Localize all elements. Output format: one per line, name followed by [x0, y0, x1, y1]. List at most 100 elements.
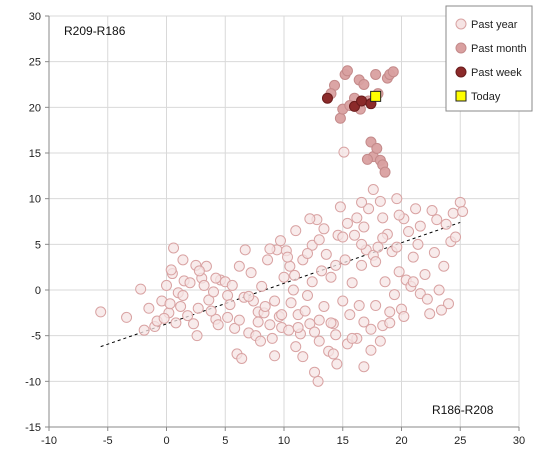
point-past-year: [370, 256, 382, 268]
point-past-month: [361, 153, 373, 165]
point-past-month: [334, 112, 346, 124]
x-tick-label: 20: [395, 435, 407, 447]
point-past-year: [410, 203, 422, 215]
point-past-year: [188, 318, 200, 330]
point-past-year: [426, 205, 438, 217]
point-past-year: [327, 348, 339, 360]
point-past-year: [222, 311, 234, 323]
point-past-year: [358, 316, 370, 328]
point-past-year: [337, 231, 349, 243]
point-past-year: [262, 254, 274, 266]
point-past-year: [143, 302, 155, 314]
legend-label-past-week: Past week: [471, 67, 522, 79]
point-past-year: [377, 232, 389, 244]
x-tick-label: 0: [163, 435, 169, 447]
point-past-year: [255, 335, 266, 347]
point-past-year: [365, 344, 377, 356]
point-past-year: [292, 321, 304, 333]
point-past-year: [205, 305, 217, 317]
point-past-year: [312, 375, 324, 387]
point-past-year: [168, 242, 180, 254]
legend: Past year Past month Past week Today: [445, 5, 533, 112]
point-past-year: [407, 276, 419, 288]
point-past-year: [233, 260, 245, 272]
point-past-year: [438, 260, 450, 272]
point-past-year: [393, 209, 405, 221]
point-past-year: [370, 300, 382, 312]
point-past-month: [341, 65, 353, 77]
point-past-month: [358, 79, 370, 90]
y-tick-label: -15: [25, 422, 41, 434]
point-past-year: [208, 286, 219, 298]
point-past-year: [320, 248, 332, 260]
point-past-year: [302, 247, 313, 259]
y-tick-labels: -15 -10 -5 0 5 10 15 20 25 30: [25, 11, 49, 434]
legend-marker-past-week: [455, 66, 467, 78]
point-past-month: [371, 142, 383, 154]
point-past-year: [365, 323, 377, 335]
point-past-year: [239, 244, 251, 256]
point-past-year: [252, 316, 264, 328]
y-tick-label: -5: [31, 331, 41, 343]
point-past-year: [285, 297, 297, 309]
point-past-year: [287, 284, 299, 296]
point-past-year: [358, 361, 370, 373]
y-tick-label: 10: [29, 194, 41, 206]
point-past-year: [212, 319, 224, 331]
point-past-year: [384, 317, 396, 329]
point-past-year: [435, 304, 447, 316]
corner-label-top-left: R209-R186: [64, 24, 126, 38]
point-past-year: [443, 298, 454, 310]
y-tick-label: 30: [29, 11, 41, 23]
point-past-year: [302, 289, 313, 301]
point-past-year: [391, 241, 403, 253]
point-past-year: [203, 294, 215, 306]
point-past-year: [121, 311, 133, 323]
point-past-year: [165, 264, 177, 276]
point-past-year: [346, 277, 358, 289]
point-past-year: [339, 254, 351, 266]
point-past-year: [161, 279, 172, 291]
x-tick-label: -10: [41, 435, 57, 447]
point-past-year: [403, 226, 415, 238]
point-past-year: [316, 265, 328, 277]
point-past-year: [182, 310, 194, 322]
x-tick-label: 30: [513, 435, 525, 447]
point-past-year: [177, 254, 189, 266]
legend-label-today: Today: [471, 91, 501, 103]
point-past-year: [191, 330, 203, 342]
point-past-year: [95, 306, 107, 318]
point-past-year: [245, 267, 257, 279]
point-past-year: [309, 366, 321, 378]
point-past-year: [337, 295, 349, 307]
point-past-year: [377, 212, 389, 224]
x-tick-label: 10: [278, 435, 290, 447]
point-past-year: [325, 271, 337, 283]
point-past-year: [334, 201, 346, 213]
point-past-year: [304, 213, 316, 225]
point-past-year: [428, 247, 440, 259]
point-past-year: [398, 310, 410, 322]
point-past-year: [374, 195, 386, 207]
point-past-year: [175, 300, 187, 312]
point-past-year: [421, 293, 433, 305]
point-past-year: [318, 300, 330, 312]
point-past-year: [351, 212, 363, 224]
point-past-month: [370, 68, 382, 80]
point-past-year: [363, 203, 375, 215]
point-past-year: [318, 223, 330, 235]
point-past-year: [447, 207, 459, 219]
point-past-year: [393, 266, 405, 278]
y-tick-label: 20: [29, 102, 41, 114]
point-past-week: [356, 95, 368, 107]
x-tick-labels: -10 -5 0 5 10 15 20 25 30: [41, 427, 525, 447]
point-past-year: [290, 341, 302, 353]
point-past-year: [290, 225, 302, 237]
point-past-year: [297, 351, 309, 363]
legend-marker-past-month: [455, 42, 467, 54]
x-tick-label: 15: [337, 435, 349, 447]
point-past-year: [184, 277, 196, 289]
point-past-year: [330, 329, 342, 341]
point-past-year: [229, 322, 241, 334]
point-past-year: [259, 300, 271, 312]
